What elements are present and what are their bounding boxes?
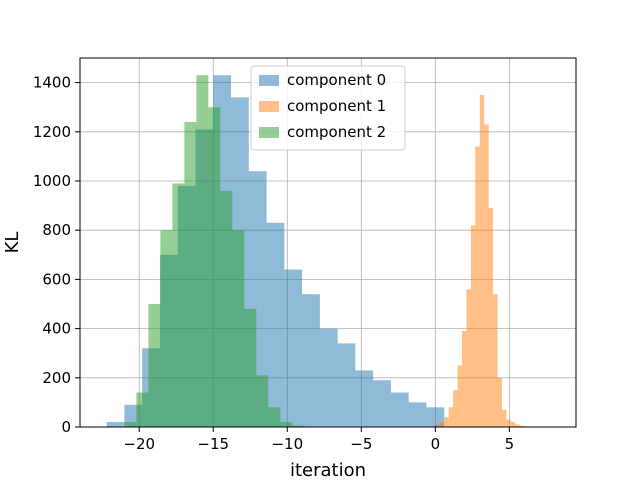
legend-swatch (259, 127, 279, 138)
y-tick-label: 200 (42, 369, 71, 387)
histogram-bar (444, 417, 449, 427)
histogram-bar (501, 409, 507, 427)
histogram-bar (302, 294, 320, 427)
histogram-bar (284, 269, 303, 427)
x-tick-label: −5 (350, 435, 372, 453)
histogram-bar (448, 407, 454, 427)
histogram-bar (124, 422, 137, 427)
x-tick-label: −10 (271, 435, 303, 453)
histogram-bar (435, 424, 440, 427)
y-axis-label: KL (2, 232, 23, 254)
y-tick-label: 600 (42, 270, 71, 288)
histogram-bar (220, 190, 233, 427)
y-tick-label: 1400 (33, 74, 71, 92)
y-tick-label: 1000 (33, 172, 71, 190)
histogram-bar (461, 331, 467, 427)
histogram-bar (136, 392, 149, 427)
histogram-bar (292, 425, 305, 427)
histogram-bar (408, 402, 427, 427)
histogram-bar (475, 146, 480, 427)
histogram-bar (160, 230, 173, 427)
x-axis-label: iteration (290, 460, 366, 480)
legend-swatch (259, 101, 279, 112)
legend: component 0 component 1 component 2 (250, 65, 406, 151)
legend-box (250, 65, 406, 151)
histogram-bar (479, 94, 485, 428)
histogram-bar (510, 422, 516, 427)
histogram-bar (148, 304, 161, 427)
y-tick-label: 400 (42, 320, 71, 338)
histogram-bar (488, 208, 494, 427)
histogram-bars (106, 75, 534, 428)
legend-swatch (259, 75, 279, 86)
histogram-bar (172, 183, 185, 427)
histogram-bar (470, 225, 476, 427)
histogram-bar (497, 377, 502, 427)
axis-ticks: −20 −15 −10 −5 0 5 0 200 400 600 800 1000 1200 1400 (33, 74, 514, 453)
legend-label: component 2 (287, 123, 386, 141)
histogram-bar (244, 308, 257, 427)
histogram-bar (515, 424, 520, 427)
histogram-bar (453, 390, 458, 427)
series-1-bars (435, 94, 534, 428)
histogram-bar (484, 124, 489, 428)
histogram-bar (106, 422, 125, 427)
y-tick-label: 0 (61, 418, 71, 436)
legend-label: component 1 (287, 97, 386, 115)
histogram-bar (208, 107, 221, 427)
histogram-bar (439, 422, 445, 427)
histogram-bar (256, 375, 269, 427)
x-tick-label: 5 (505, 435, 515, 453)
histogram-bar (196, 75, 209, 427)
histogram-bar (466, 289, 471, 427)
x-tick-label: −15 (197, 435, 229, 453)
histogram-bar (426, 407, 445, 427)
histogram-bar (232, 230, 245, 427)
legend-label: component 0 (287, 71, 386, 89)
y-tick-label: 1200 (33, 123, 71, 141)
x-tick-label: 0 (431, 435, 441, 453)
histogram-bar (280, 422, 293, 427)
histogram-bar (355, 370, 374, 427)
histogram-bar (266, 222, 285, 427)
x-tick-label: −20 (123, 435, 155, 453)
histogram-bar (493, 294, 498, 427)
histogram-bar (390, 392, 409, 427)
histogram-bar (373, 380, 391, 427)
histogram-bar (268, 407, 281, 427)
histogram-bar (506, 419, 511, 427)
histogram-bar (184, 121, 197, 428)
y-tick-label: 800 (42, 221, 71, 239)
series-2-bars (124, 75, 305, 428)
histogram-bar (457, 365, 462, 427)
axes-frame (79, 57, 577, 428)
histogram-bar (337, 343, 356, 427)
histogram-bar (519, 425, 525, 427)
histogram-bar (319, 328, 338, 427)
